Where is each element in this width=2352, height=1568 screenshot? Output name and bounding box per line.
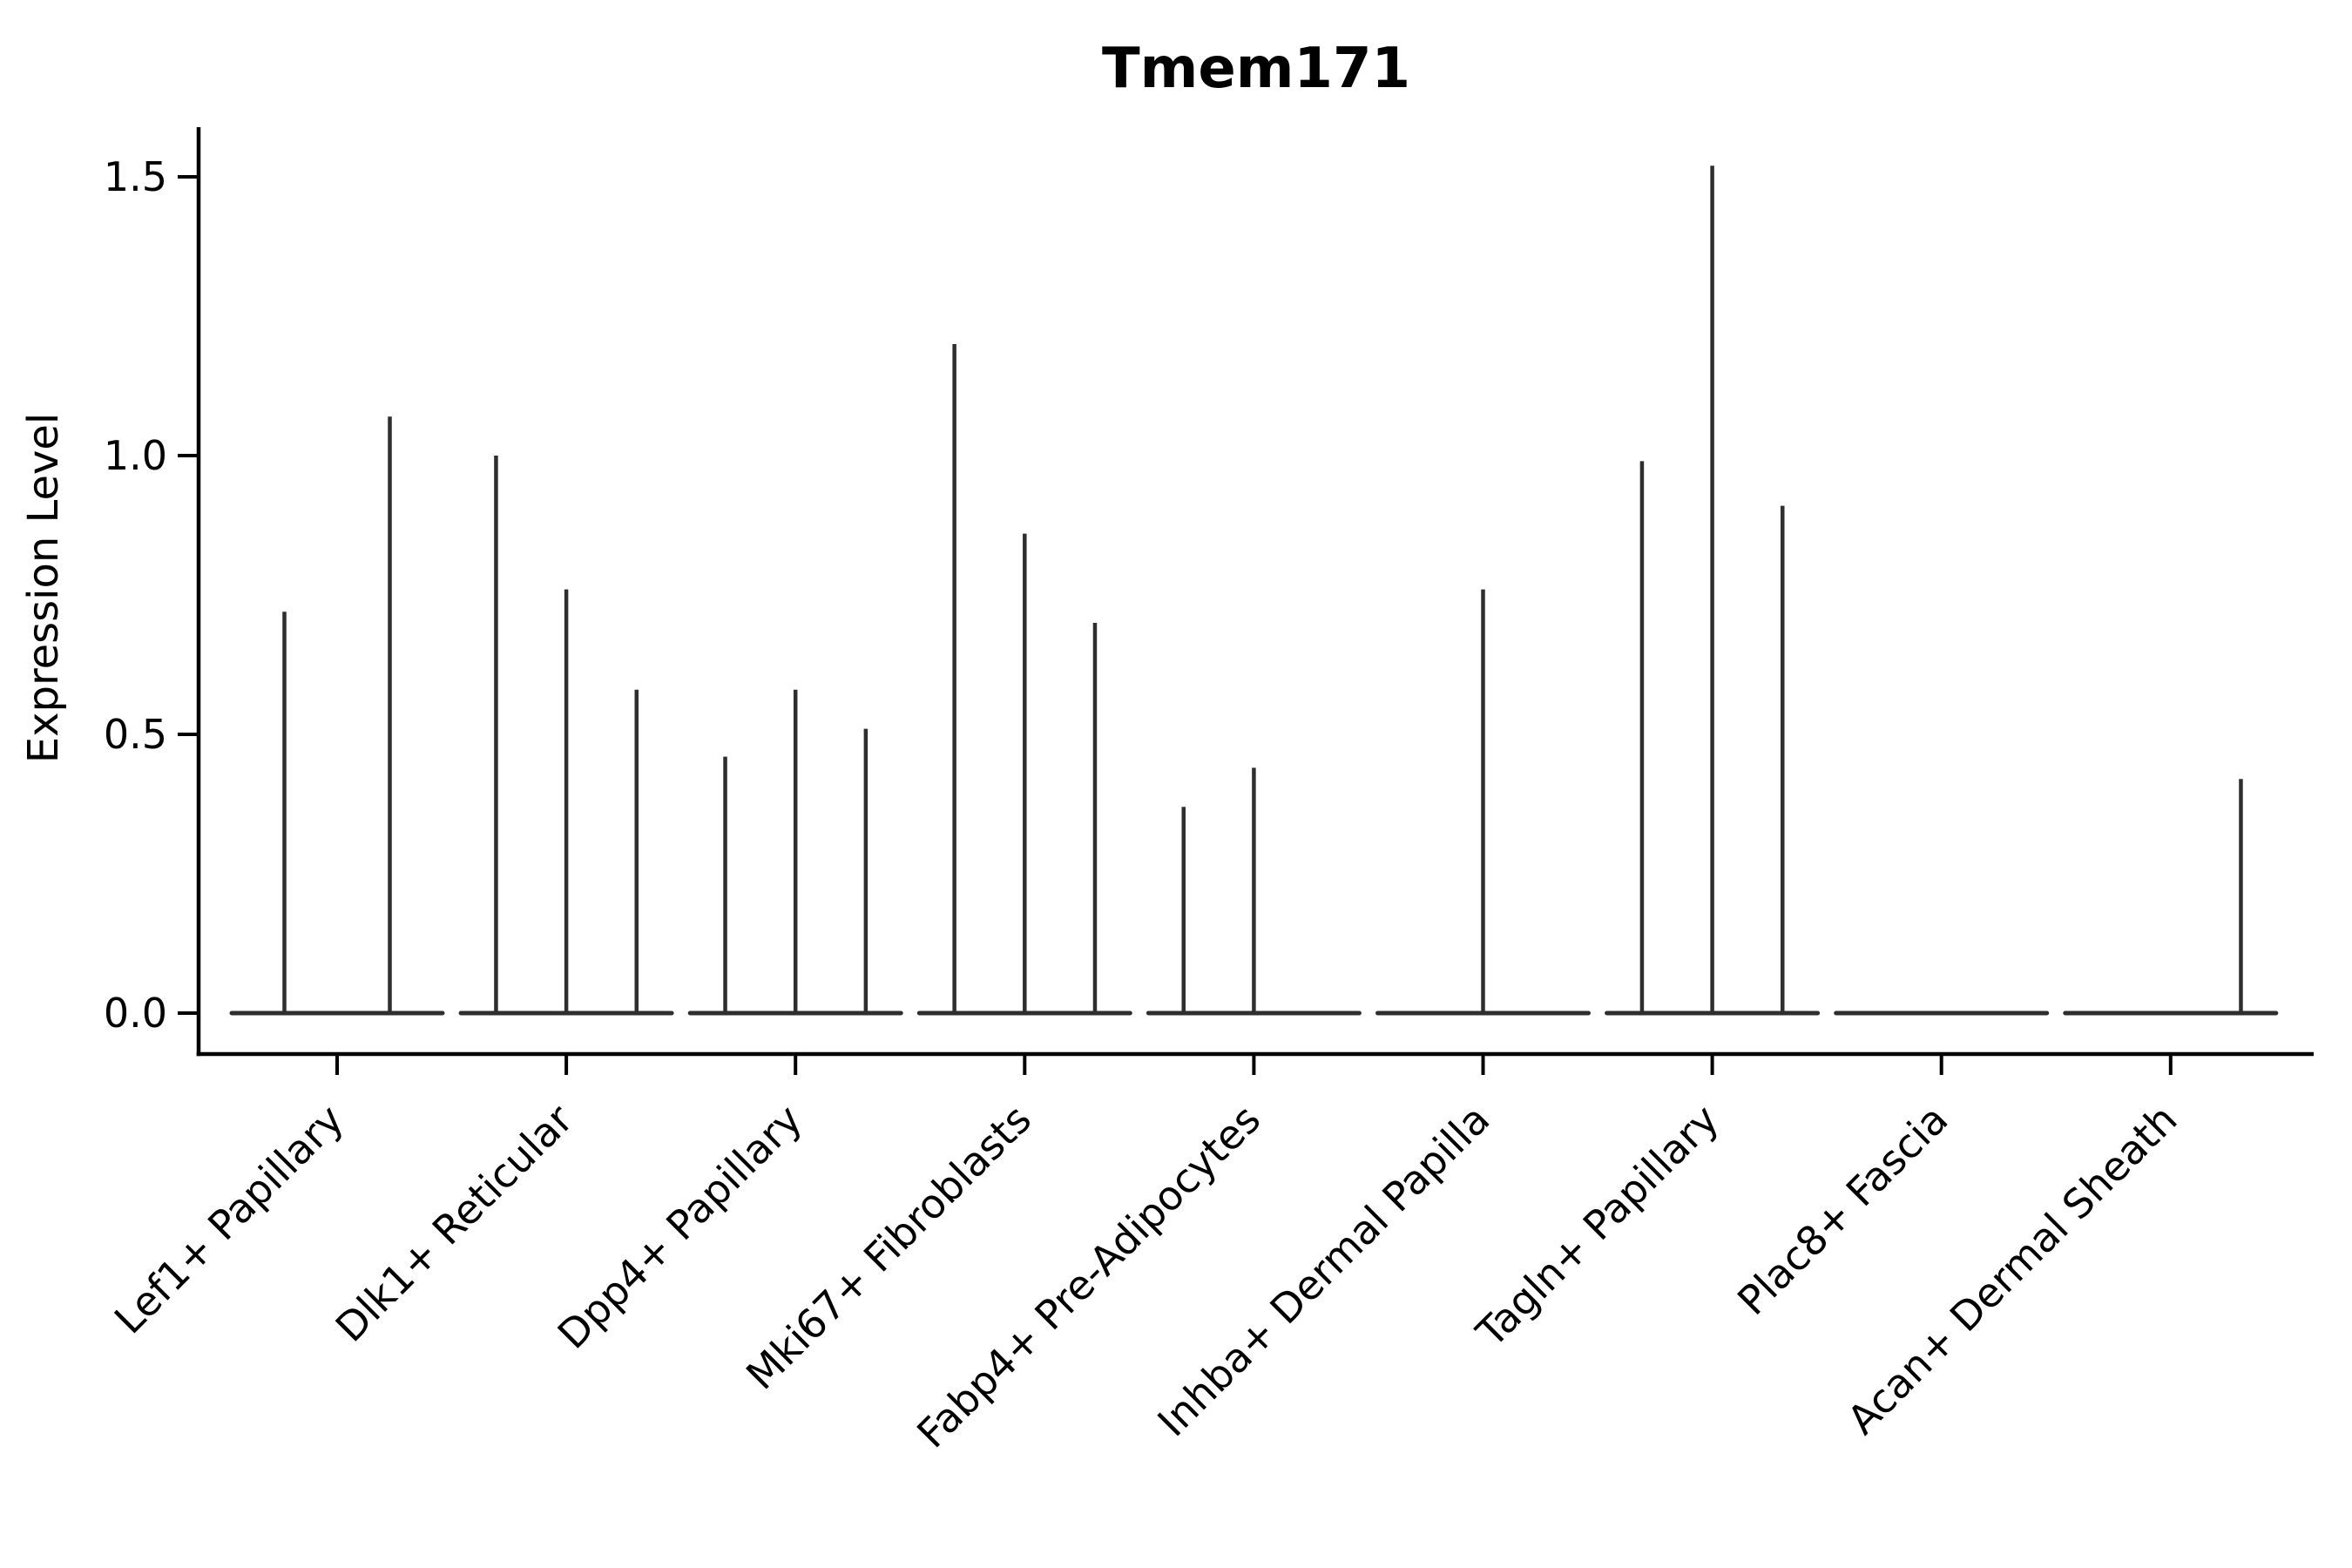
x-tick-label: Lef1+ Papillary xyxy=(105,1096,353,1343)
violin-group xyxy=(458,456,674,1016)
violin-group xyxy=(229,416,445,1016)
violin-group xyxy=(916,344,1132,1016)
axes-layer xyxy=(178,127,2314,1075)
violin-group xyxy=(1605,166,1821,1016)
y-tick-label: 1.5 xyxy=(104,153,167,200)
y-axis-label: Expression Level xyxy=(19,413,68,764)
x-tick-label: Tagln+ Papillary xyxy=(1467,1096,1728,1357)
violin-group xyxy=(1375,589,1591,1016)
x-tick-label: Dpp4+ Papillary xyxy=(549,1096,811,1358)
violin-group xyxy=(687,689,903,1016)
x-tick-label: Dlk1+ Reticular xyxy=(327,1096,582,1351)
violin-group xyxy=(1146,767,1362,1016)
y-tick-label: 1.0 xyxy=(104,432,167,479)
y-tick-label: 0.0 xyxy=(104,990,167,1037)
x-tick-label: Plac8+ Fascia xyxy=(1728,1096,1957,1324)
violin-series-layer xyxy=(229,166,2279,1016)
chart-title: Tmem171 xyxy=(1102,37,1410,101)
y-tick-label: 0.5 xyxy=(104,711,167,758)
violin-group xyxy=(2063,779,2279,1016)
